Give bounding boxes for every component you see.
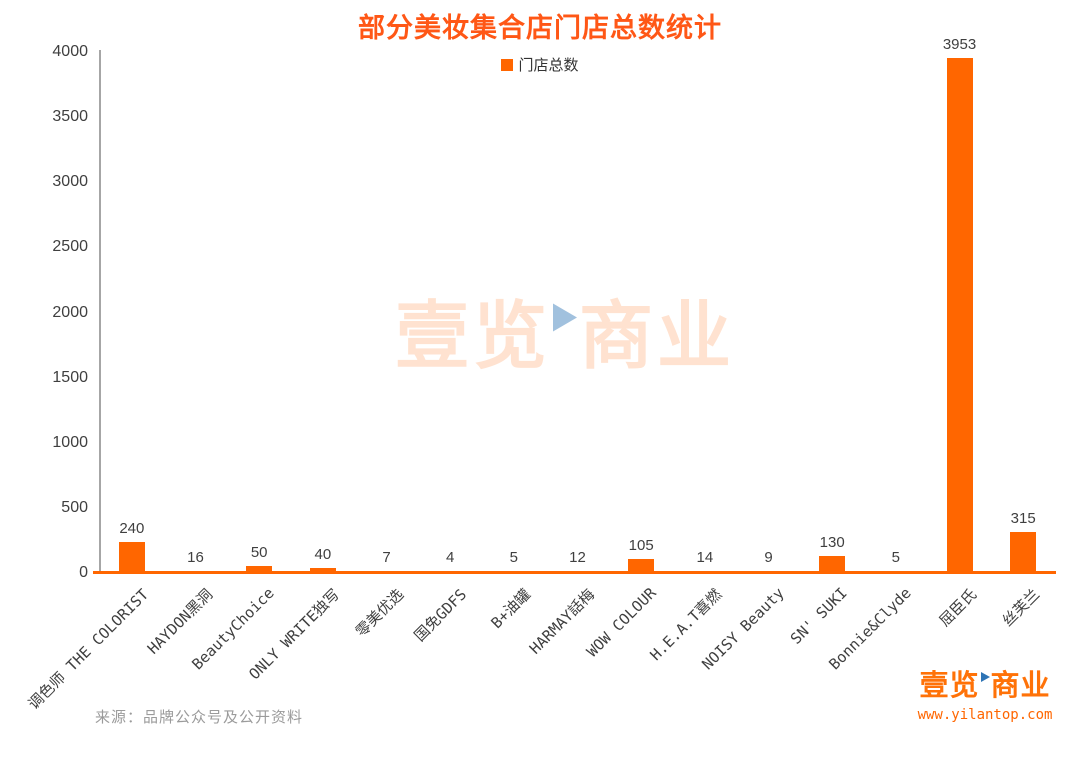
legend-label: 门店总数: [518, 57, 579, 74]
x-axis-label: SN' SUKI: [787, 584, 851, 648]
bar-value-label: 12: [569, 549, 586, 566]
x-axis-label: 丝芙兰: [998, 585, 1044, 630]
bar-value-label: 7: [382, 549, 391, 566]
y-axis-tick-label: 1000: [52, 433, 88, 451]
bar: [437, 571, 464, 573]
bar-value-label: 105: [628, 537, 654, 555]
y-axis-tick-label: 3500: [52, 108, 88, 126]
x-axis-label: 调色师 THE COLORIST: [24, 585, 152, 713]
bar: [882, 571, 909, 573]
x-axis-label: 屈臣氏: [935, 585, 980, 630]
bar-value-label: 130: [819, 534, 845, 552]
bar: [182, 570, 209, 573]
legend: 门店总数: [0, 54, 1080, 75]
brand-logo: 壹览 商业 www.yilantop.com: [910, 662, 1060, 723]
bar-value-label: 40: [314, 545, 332, 563]
y-axis-tick-label: 4000: [52, 43, 88, 60]
y-axis-tick-label: 500: [61, 498, 88, 516]
bar-value-label: 16: [187, 548, 204, 566]
bar-value-label: 240: [119, 519, 145, 537]
brand-logo-play-icon: [980, 672, 990, 682]
bar-value-label: 5: [509, 549, 518, 566]
bar: [373, 571, 400, 573]
bar: [946, 58, 973, 573]
y-axis-tick-label: 3000: [52, 173, 88, 191]
bar-value-label: 14: [696, 549, 714, 566]
bar: [500, 571, 527, 573]
watermark: 壹览 商业: [395, 277, 735, 384]
bar: [755, 571, 782, 573]
bar: [118, 541, 145, 573]
bar-value-label: 4: [445, 549, 455, 566]
bar: [309, 567, 336, 573]
bar-value-label: 315: [1010, 509, 1036, 527]
brand-logo-text-left: 壹览: [919, 670, 980, 702]
bar: [819, 556, 846, 573]
bar: [246, 566, 273, 573]
y-axis-tick-label: 2500: [52, 238, 88, 256]
bar-value-label: 9: [764, 549, 773, 566]
y-axis-line: [99, 50, 101, 573]
y-axis-tick-label: 2000: [52, 303, 88, 321]
source-note: 来源：品牌公众号及公开资料: [95, 709, 304, 726]
watermark-text-right: 商业: [579, 294, 735, 378]
bar: [628, 559, 655, 573]
watermark-play-icon: [553, 303, 577, 331]
bar-value-label: 3953: [942, 36, 977, 54]
x-axis-label: B+油罐: [487, 585, 534, 633]
bar: [691, 571, 718, 573]
y-axis-tick-label: 0: [79, 564, 88, 581]
watermark-text-left: 壹览: [395, 294, 551, 378]
x-axis-label: 国免GDFS: [410, 585, 471, 645]
x-axis-label: 零美优选: [351, 585, 407, 641]
bar-value-label: 5: [891, 549, 900, 566]
chart-title: 部分美妆集合店门店总数统计: [358, 13, 722, 43]
legend-marker-icon: [501, 58, 514, 71]
y-axis-tick-label: 1500: [52, 368, 88, 386]
bar-value-label: 50: [250, 544, 268, 562]
brand-logo-row: 壹览 商业: [910, 662, 1060, 704]
brand-logo-text-right: 商业: [990, 670, 1051, 702]
brand-website: www.yilantop.com: [917, 707, 1053, 723]
bar: [1010, 531, 1037, 573]
bar: [564, 571, 591, 573]
